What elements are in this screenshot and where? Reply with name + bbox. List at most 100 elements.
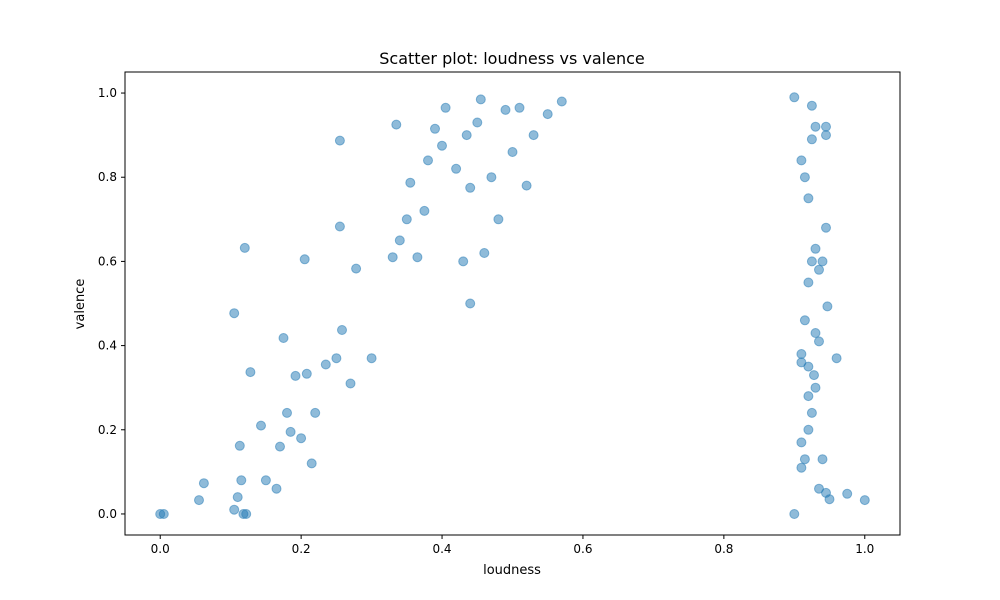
scatter-point <box>789 509 800 519</box>
scatter-point <box>245 367 256 378</box>
scatter-point <box>345 378 356 389</box>
y-axis-ticks: 0.0 0.2 0.4 0.6 0.8 1.0 <box>98 86 125 521</box>
scatter-point <box>412 252 423 263</box>
scatter-point <box>334 135 345 146</box>
scatter-point <box>796 462 807 473</box>
scatter-point <box>451 163 462 174</box>
x-axis-label: loudness <box>483 563 541 578</box>
scatter-point <box>241 509 252 519</box>
scatter-point <box>301 368 312 379</box>
scatter-point <box>306 458 317 469</box>
y-tick-label: 1.0 <box>98 86 117 100</box>
scatter-point <box>256 420 266 431</box>
scatter-point <box>859 495 870 506</box>
scatter-point <box>465 182 476 193</box>
scatter-point <box>296 433 307 444</box>
scatter-point <box>437 140 447 151</box>
y-axis-label: valence <box>73 279 88 330</box>
scatter-point <box>493 214 504 225</box>
scatter-point <box>796 349 807 359</box>
scatter-point <box>806 407 817 418</box>
scatter-point <box>234 440 245 451</box>
x-tick-label: 0.0 <box>151 542 170 556</box>
scatter-point <box>814 336 824 347</box>
scatter-point <box>803 277 814 288</box>
scatter-point <box>285 426 296 437</box>
scatter-point <box>796 155 807 166</box>
scatter-point <box>842 488 853 499</box>
scatter-point <box>803 424 814 435</box>
scatter-point <box>465 298 476 309</box>
scatter-point <box>331 353 342 364</box>
scatter-point <box>809 370 819 381</box>
y-tick-label: 0.2 <box>98 423 117 437</box>
scatter-point <box>814 264 824 275</box>
scatter-point <box>514 102 525 113</box>
scatter-point <box>419 205 430 216</box>
scatter-point <box>236 475 247 486</box>
scatter-point <box>351 263 362 274</box>
scatter-point <box>310 407 321 418</box>
scatter-point <box>810 382 821 393</box>
scatter-point <box>401 214 412 225</box>
scatter-point <box>320 359 331 370</box>
scatter-point <box>789 92 800 103</box>
scatter-point <box>334 221 345 232</box>
scatter-point <box>387 252 398 263</box>
scatter-point <box>821 130 831 141</box>
y-tick-label: 0.0 <box>98 507 117 521</box>
scatter-point <box>803 391 814 402</box>
scatter-point <box>440 102 451 113</box>
chart-title: Scatter plot: loudness vs valence <box>379 49 644 68</box>
scatter-point <box>806 134 817 145</box>
scatter-point <box>521 180 532 191</box>
x-tick-label: 1.0 <box>855 542 874 556</box>
scatter-point <box>475 94 486 105</box>
y-tick-label: 0.6 <box>98 254 117 268</box>
scatter-point <box>405 177 416 188</box>
scatter-point <box>158 509 169 519</box>
y-tick-label: 0.4 <box>98 339 117 353</box>
scatter-point <box>278 333 289 343</box>
scatter-point <box>290 370 301 381</box>
scatter-point <box>430 123 440 134</box>
scatter-point <box>810 328 821 338</box>
scatter-point <box>806 100 817 111</box>
scatter-point <box>556 96 567 107</box>
scatter-point <box>806 256 817 267</box>
scatter-point <box>507 147 518 157</box>
scatter-point <box>542 109 553 120</box>
scatter-point <box>198 478 209 489</box>
scatter-point <box>810 243 821 254</box>
scatter-point <box>824 494 835 505</box>
x-tick-label: 0.4 <box>432 542 451 556</box>
y-tick-label: 0.8 <box>98 170 117 184</box>
scatter-point <box>229 308 240 319</box>
scatter-point <box>796 437 807 448</box>
scatter-point <box>803 361 814 372</box>
x-axis-ticks: 0.0 0.2 0.4 0.6 0.8 1.0 <box>151 535 874 556</box>
scatter-point <box>528 130 539 141</box>
scatter-point <box>391 119 402 130</box>
scatter-point <box>810 121 821 132</box>
scatter-point <box>299 254 310 265</box>
scatter-point <box>239 242 250 253</box>
plot-frame <box>124 71 901 536</box>
scatter-point <box>821 121 831 132</box>
scatter-point <box>271 483 282 494</box>
scatter-point <box>461 130 472 141</box>
points-layer <box>155 92 870 519</box>
scatter-point <box>194 495 204 506</box>
scatter-point <box>472 117 483 128</box>
scatter-point <box>394 235 405 246</box>
scatter-point <box>803 193 814 204</box>
scatter-point <box>232 492 243 503</box>
scatter-point <box>260 475 271 486</box>
scatter-point <box>366 353 377 364</box>
scatter-point <box>486 172 497 183</box>
scatter-point <box>458 256 469 267</box>
scatter-point <box>799 454 810 465</box>
scatter-point <box>275 441 285 452</box>
